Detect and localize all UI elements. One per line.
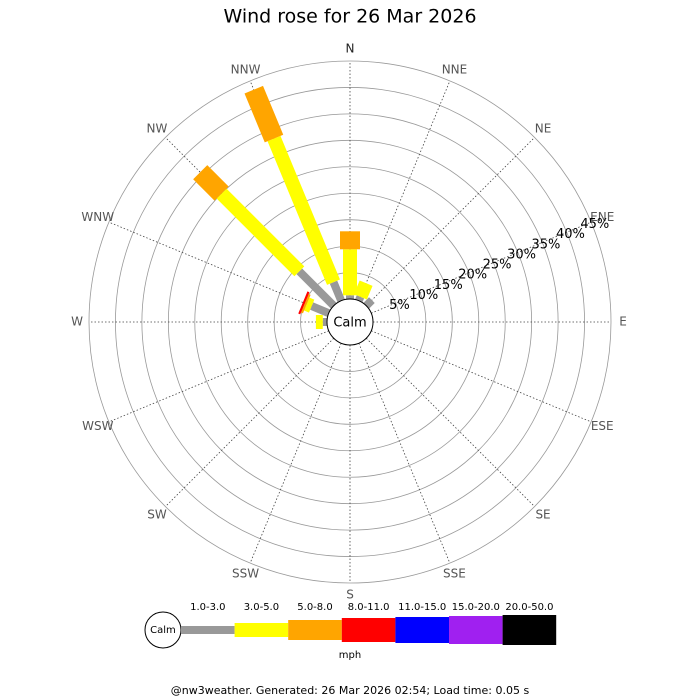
direction-label: WNW xyxy=(81,210,114,224)
direction-bar xyxy=(340,231,360,299)
direction-label: N xyxy=(346,42,355,56)
bar-segment xyxy=(329,280,345,303)
bar-segment xyxy=(315,315,323,329)
direction-label: ESE xyxy=(591,419,614,433)
legend-label: 1.0-3.0 xyxy=(190,602,225,613)
r-tick-label: 30% xyxy=(507,247,536,262)
direction-bar xyxy=(315,315,327,329)
grid-ring xyxy=(247,219,453,425)
legend-swatch xyxy=(234,623,289,637)
caption: @nw3weather. Generated: 26 Mar 2026 02:5… xyxy=(171,684,530,697)
legend-swatch xyxy=(449,616,503,644)
chart-title: Wind rose for 26 Mar 2026 xyxy=(223,6,476,28)
calm-label: Calm xyxy=(333,316,366,331)
direction-label: NE xyxy=(535,121,552,135)
direction-label: NW xyxy=(147,121,168,135)
bar-segment xyxy=(346,295,354,299)
legend-swatch xyxy=(181,626,235,634)
legend-unit: mph xyxy=(339,650,361,661)
direction-label: ENE xyxy=(590,210,614,224)
spoke xyxy=(365,137,535,307)
spoke xyxy=(358,343,451,564)
grid-ring xyxy=(115,87,585,557)
legend-label: 8.0-11.0 xyxy=(348,602,390,613)
legend-swatch xyxy=(341,618,396,642)
direction-label: SW xyxy=(147,508,167,522)
bar-segment xyxy=(300,294,311,314)
grid-ring xyxy=(194,166,506,478)
spoke xyxy=(108,330,329,423)
grid-ring xyxy=(88,60,612,584)
legend-swatch xyxy=(395,617,449,643)
legend-label: 15.0-20.0 xyxy=(452,602,500,613)
r-tick-label: 20% xyxy=(458,268,487,283)
direction-label: SE xyxy=(535,508,550,522)
legend-swatch xyxy=(288,620,342,640)
direction-bar xyxy=(244,85,345,303)
direction-bar xyxy=(298,291,331,317)
direction-bar xyxy=(363,297,375,309)
bar-segment xyxy=(193,165,229,201)
spoke xyxy=(371,221,592,314)
r-tick-label: 10% xyxy=(409,288,438,303)
direction-label: WSW xyxy=(82,419,113,433)
direction-label: E xyxy=(619,315,627,329)
spoke xyxy=(249,343,342,564)
spoke xyxy=(365,337,535,507)
direction-label: NNW xyxy=(231,62,261,76)
direction-bar xyxy=(193,165,337,309)
bar-segment xyxy=(355,295,365,303)
spoke xyxy=(165,337,335,507)
legend-label: 5.0-8.0 xyxy=(297,602,332,613)
r-tick-label: 35% xyxy=(532,237,561,252)
r-tick-label: 15% xyxy=(434,278,463,293)
r-tick-label: 45% xyxy=(580,217,609,232)
r-tick-label: 40% xyxy=(556,227,585,242)
r-tick-label: 25% xyxy=(483,258,512,273)
bar-segment xyxy=(353,280,373,300)
bar-segment xyxy=(244,85,284,143)
grid-ring xyxy=(141,113,559,531)
spoke xyxy=(371,330,592,423)
direction-label: NNE xyxy=(442,62,468,76)
bar-segment xyxy=(304,297,315,313)
direction-label: SSW xyxy=(232,567,259,581)
direction-label: S xyxy=(346,588,354,602)
direction-bar xyxy=(353,280,373,303)
legend-label: 11.0-15.0 xyxy=(398,602,446,613)
r-tick-label: 5% xyxy=(389,298,410,313)
legend-label: 20.0-50.0 xyxy=(505,602,553,613)
direction-label: SSE xyxy=(443,567,466,581)
bar-segment xyxy=(310,302,331,317)
bar-segment xyxy=(298,291,310,315)
spoke xyxy=(108,221,329,314)
bar-segment xyxy=(216,188,305,277)
bar-segment xyxy=(296,268,337,309)
bar-segment xyxy=(340,231,360,250)
bar-segment xyxy=(267,135,340,285)
direction-label: W xyxy=(71,315,83,329)
bar-segment xyxy=(363,297,375,309)
calm-circle xyxy=(326,298,374,346)
spoke xyxy=(358,80,451,301)
legend-label: 3.0-5.0 xyxy=(244,602,279,613)
legend-swatch xyxy=(502,615,557,645)
bar-segment xyxy=(322,318,327,326)
legend-calm-label: Calm xyxy=(150,625,176,636)
bar-segment xyxy=(343,249,357,296)
